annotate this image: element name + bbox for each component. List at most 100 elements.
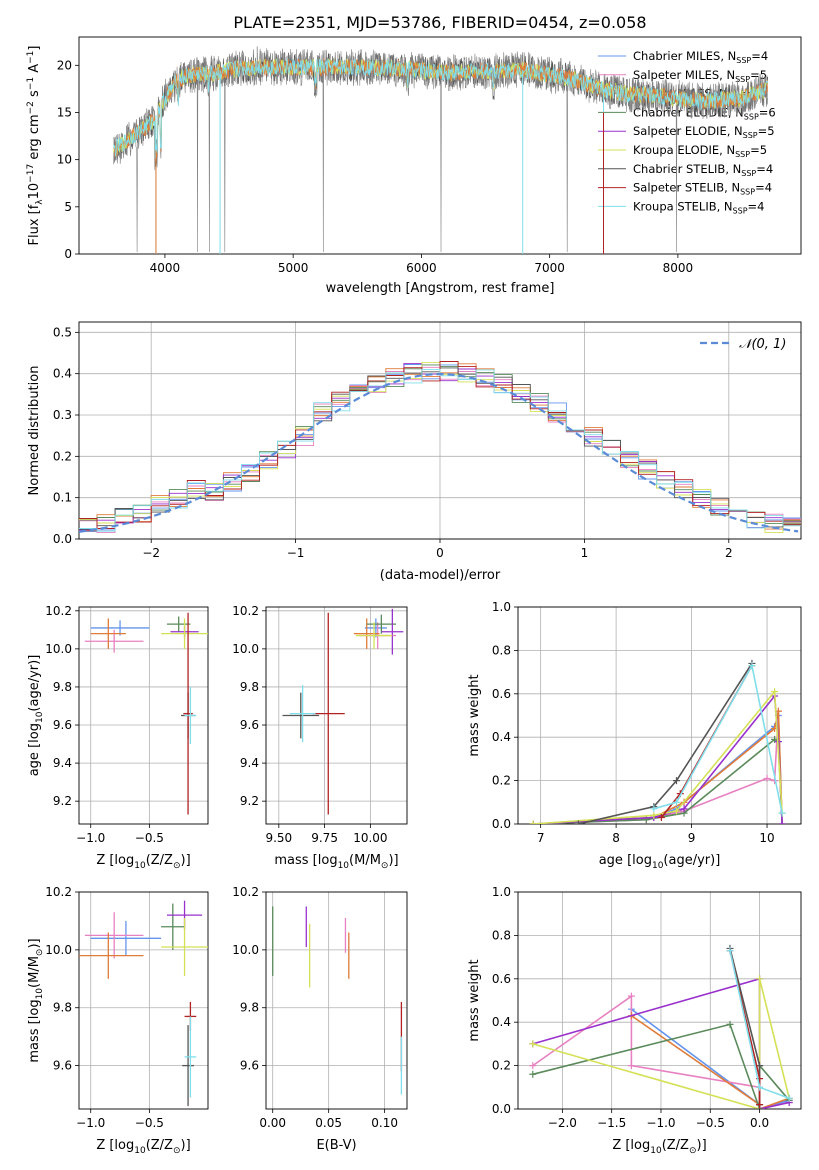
weight-marker xyxy=(778,820,786,824)
legend-label: Salpeter ELODIE, NSSP=5 xyxy=(633,124,775,140)
x-tick-label: 0.0 xyxy=(750,1116,769,1130)
label-part: 10 xyxy=(27,183,42,200)
label-part: Z [log xyxy=(96,853,134,868)
label-part: mass [log xyxy=(27,999,42,1062)
axes-weight-vs-Z: −2.0 −1.5 −1.0 −0.5 0.0 0.0 0.2 0.4 0.6 0.8 1.0 Z [… xyxy=(467,885,802,1156)
label-part: 10 xyxy=(35,988,45,1000)
legend-label: Kroupa STELIB, NSSP=4 xyxy=(633,199,764,215)
label-part: ⊙ xyxy=(689,1146,697,1156)
legend-suffix: =4 xyxy=(756,162,773,176)
axes-mass-vs-ebv: 0.00 0.05 0.10 9.6 9.8 10.0 10.2 E(B-V) xyxy=(232,885,408,1153)
label-part: ⊙ xyxy=(35,949,45,957)
label-part: (Z/Z xyxy=(146,1138,173,1153)
label-part: 10 xyxy=(650,1146,662,1156)
legend-suffix: =6 xyxy=(759,105,776,119)
label-part: ] xyxy=(27,46,42,51)
label-part: )] xyxy=(181,853,191,868)
weight-marker xyxy=(529,820,537,824)
weight-marker xyxy=(650,805,658,813)
legend-name: Chabrier MILES, N xyxy=(633,49,736,63)
spectrum-lines xyxy=(113,46,769,254)
legend-sub: SSP xyxy=(733,206,748,215)
weight-marker xyxy=(672,798,680,806)
y-tick-label: 9.8 xyxy=(240,680,259,694)
weight-marker xyxy=(748,662,756,670)
residual-histograms xyxy=(79,361,801,534)
x-tick-label: 5000 xyxy=(278,261,309,275)
ylabel-mass-vs-Z: mass [log10(M/M⊙)] xyxy=(27,938,45,1062)
x-tick-label: −2 xyxy=(142,546,160,560)
axes-frame xyxy=(78,36,802,255)
legend-sub: SSP xyxy=(735,75,750,84)
label-part: λ xyxy=(35,199,45,205)
y-tick-label: 10.2 xyxy=(45,885,72,899)
axes-age-vs-Z: −1.0 −0.59.29.49.69.810.010.2Z [log10(Z/Z… xyxy=(27,604,209,871)
xlabel-weight-vs-Z: Z [log10(Z/Z⊙)] xyxy=(612,1138,706,1156)
legend-name: Kroupa STELIB, N xyxy=(633,199,733,213)
y-tick-label: 0 xyxy=(64,247,72,261)
y-tick-label: 0.8 xyxy=(492,643,511,657)
label-part: 10 xyxy=(35,711,45,723)
y-tick-label: 10.0 xyxy=(232,642,259,656)
errorbars-age-vs-Z xyxy=(84,612,208,815)
figure-title: PLATE=2351, MJD=53786, FIBERID=0454, z=0… xyxy=(233,13,646,32)
y-tick-label: 9.8 xyxy=(53,1001,72,1015)
y-tick-label: 0.0 xyxy=(492,817,511,831)
y-tick-label: 10 xyxy=(57,153,72,167)
legend-sub: SSP xyxy=(740,188,755,197)
label-part: age [log xyxy=(27,723,42,776)
label-part: Z [log xyxy=(96,1138,134,1153)
legend-suffix: =5 xyxy=(758,124,775,138)
y-tick-label: 1.0 xyxy=(492,885,511,899)
legend-name: Salpeter STELIB, N xyxy=(633,181,740,195)
legend-label: Salpeter MILES, NSSP=5 xyxy=(633,68,767,84)
legend-suffix: =4 xyxy=(751,49,768,63)
weight-marker xyxy=(756,975,764,983)
axes-age-vs-mass: 9.50 9.75 10.00 9.2 9.4 9.6 9.8 10.0 10.2 mass [l… xyxy=(232,604,408,871)
y-tick-label: 0.8 xyxy=(492,928,511,942)
x-tick-label: 9.75 xyxy=(311,831,338,845)
label-part: mass [log xyxy=(274,853,337,868)
label-part: )] xyxy=(181,1138,191,1153)
y-tick-label: 9.6 xyxy=(53,718,72,732)
legend-label: Kroupa ELODIE, NSSP=5 xyxy=(633,143,767,159)
weight-marker xyxy=(657,813,665,821)
label-part: ⊙ xyxy=(381,861,389,871)
x-tick-label: 2 xyxy=(725,546,733,560)
lines-weight-vs-Z xyxy=(529,944,793,1109)
y-tick-label: 10.0 xyxy=(232,943,259,957)
legend-sub: SSP xyxy=(741,169,756,178)
label-part: ⊙ xyxy=(173,1146,181,1156)
legend-label: Chabrier STELIB, NSSP=4 xyxy=(633,162,773,178)
y-tick-label: 9.6 xyxy=(240,1059,259,1073)
x-tick-label: −1.0 xyxy=(76,1116,105,1130)
x-tick-label: 8000 xyxy=(663,261,694,275)
xlabel-mass-vs-ebv: E(B-V) xyxy=(316,1138,356,1153)
histogram-step xyxy=(79,361,801,529)
axes-mass-vs-Z: −1.0 −0.59.69.810.010.2Z [log10(Z/Z⊙)]mas… xyxy=(27,885,209,1156)
x-tick-label: 9 xyxy=(688,831,696,845)
y-tick-label: 9.2 xyxy=(53,794,72,808)
y-tick-label: 9.8 xyxy=(240,1001,259,1015)
y-tick-label: 10.2 xyxy=(232,604,259,618)
y-tick-label: 1.0 xyxy=(492,600,511,614)
label-part: −1 xyxy=(26,51,36,64)
axes-frame xyxy=(265,606,408,825)
xlabel-age-vs-mass: mass [log10(M/M⊙)] xyxy=(274,853,398,871)
weight-marker xyxy=(672,777,680,785)
x-tick-label: 7000 xyxy=(534,261,565,275)
y-tick-label: 0.4 xyxy=(492,1015,511,1029)
y-tick-label: 0.2 xyxy=(53,449,72,463)
label-part: s xyxy=(27,90,42,101)
weight-line xyxy=(653,663,783,814)
y-tick-label: 0.3 xyxy=(53,408,72,422)
y-tick-label: 0.0 xyxy=(53,532,72,546)
legend-name: Chabrier STELIB, N xyxy=(633,162,741,176)
x-tick-label: 0.10 xyxy=(371,1116,398,1130)
x-tick-label: −1.5 xyxy=(597,1116,626,1130)
label-part: )] xyxy=(388,853,398,868)
label-part: (age/yr)] xyxy=(27,655,42,712)
histogram-step xyxy=(79,368,801,532)
